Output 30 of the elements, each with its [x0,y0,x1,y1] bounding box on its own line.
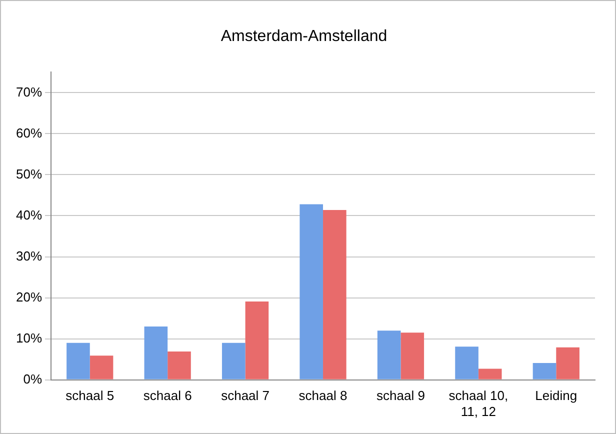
bar [168,352,191,380]
bar [300,204,324,380]
bar [532,362,556,380]
x-tick-label: schaal 8 [298,388,348,404]
y-tick-label: 70% [16,84,42,100]
y-tick-label: 60% [16,125,42,140]
bar [66,342,90,380]
bar [400,332,424,380]
bar [478,368,502,380]
y-tick-label: 0% [23,371,42,386]
x-tick-label: schaal 7 [221,388,270,404]
x-tick-label: Leiding [535,388,578,404]
chart-title: Amsterdam-Amstelland [220,28,388,46]
y-tick-label: 40% [16,207,42,222]
y-tick-label: 20% [16,289,42,304]
x-tick-label: schaal 10, 11, 12 [448,388,508,419]
bar [222,342,246,380]
bar [245,301,269,380]
x-tick-label: schaal 6 [143,388,192,404]
bar [90,356,114,380]
x-tick-label: schaal 9 [376,388,425,404]
bar [455,346,478,380]
bar [144,326,168,380]
x-tick-label: schaal 5 [66,388,114,404]
bar [556,347,580,380]
y-tick-label: 10% [16,330,42,346]
bar [323,210,346,380]
y-tick-label: 30% [16,248,42,264]
y-tick-label: 50% [16,166,42,182]
bar [377,330,401,380]
